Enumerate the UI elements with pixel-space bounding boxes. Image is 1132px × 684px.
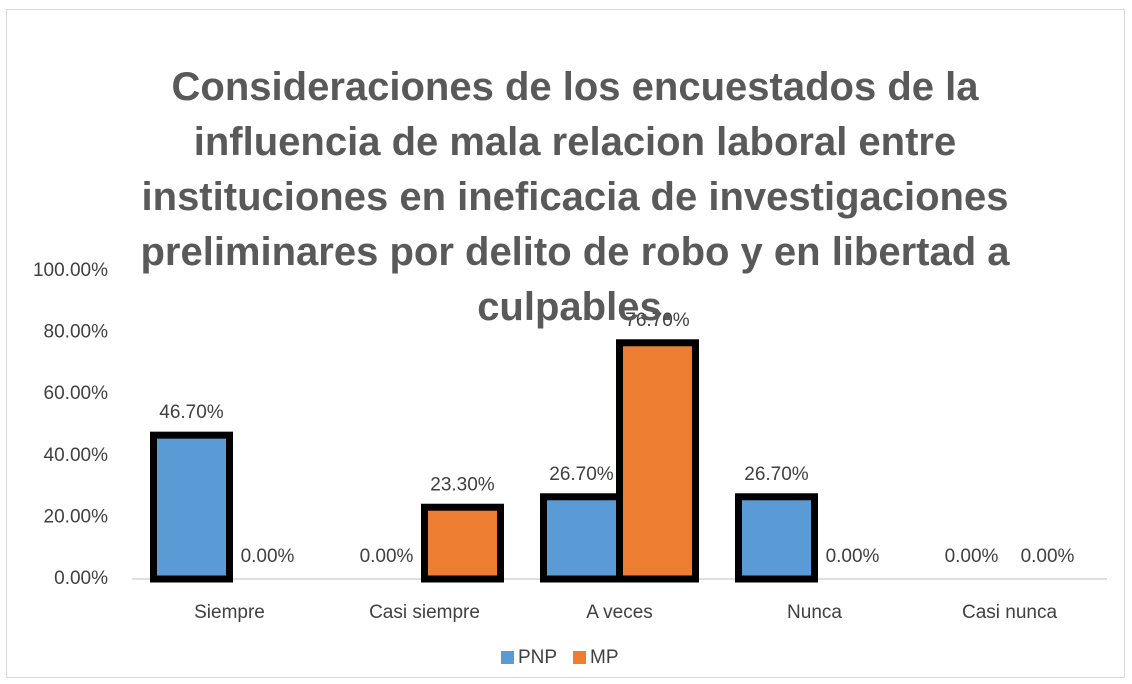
y-tick-label: 0.00% <box>54 568 108 589</box>
bar <box>540 493 623 583</box>
x-tick-label: A veces <box>586 602 653 623</box>
legend-swatch <box>501 651 514 664</box>
value-label: 0.00% <box>945 546 999 567</box>
y-tick-label: 100.00% <box>33 260 108 281</box>
bar <box>150 431 233 583</box>
x-tick-label: Siempre <box>194 602 265 623</box>
value-label: 23.30% <box>430 474 495 495</box>
y-tick-label: 20.00% <box>44 506 109 527</box>
x-tick-label: Casi siempre <box>369 602 480 623</box>
bar <box>735 493 818 583</box>
value-label: 26.70% <box>744 464 809 485</box>
bar <box>421 503 504 583</box>
value-label: 0.00% <box>1021 546 1075 567</box>
value-label: 0.00% <box>360 546 414 567</box>
value-label: 76.70% <box>625 310 690 331</box>
legend-swatch <box>573 651 586 664</box>
chart-title: Consideraciones de los encuestados de la… <box>140 65 1010 329</box>
value-label: 0.00% <box>241 546 295 567</box>
legend-label: MP <box>590 647 619 668</box>
y-tick-label: 40.00% <box>44 445 109 466</box>
x-tick-label: Casi nunca <box>962 602 1057 623</box>
y-tick-label: 60.00% <box>44 383 109 404</box>
value-label: 26.70% <box>549 464 614 485</box>
value-label: 0.00% <box>826 546 880 567</box>
bar <box>616 339 699 583</box>
x-tick-label: Nunca <box>787 602 842 623</box>
legend-label: PNP <box>518 647 557 668</box>
value-label: 46.70% <box>159 402 224 423</box>
y-tick-label: 80.00% <box>44 322 109 343</box>
